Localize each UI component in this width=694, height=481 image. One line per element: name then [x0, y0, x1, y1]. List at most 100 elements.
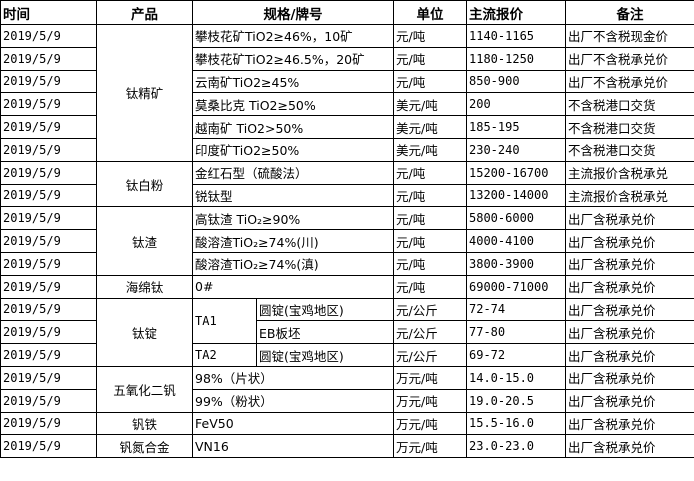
price-cell: 69000-71000	[466, 274, 566, 299]
table-row: 2019/5/9 钒氮合金 VN16 万元/吨 23.0-23.0 出厂含税承兑价	[0, 434, 694, 459]
date-cell: 2019/5/9	[0, 343, 97, 367]
date-cell: 2019/5/9	[0, 24, 97, 48]
unit-cell: 元/吨	[393, 229, 467, 253]
price-cell: 200	[466, 92, 566, 117]
price-cell: 14.0-15.0	[466, 365, 566, 390]
spec-cell: 攀枝花矿TiO2≥46.5%，20矿	[192, 46, 394, 71]
price-cell: 1180-1250	[466, 46, 566, 71]
date-cell: 2019/5/9	[0, 137, 97, 162]
note-cell: 出厂含税承兑价	[565, 388, 694, 413]
spec-cell: VN16	[192, 434, 394, 459]
date-cell: 2019/5/9	[0, 411, 97, 436]
date-cell: 2019/5/9	[0, 206, 97, 231]
spec-cell: EB板坯	[256, 320, 394, 345]
product-cell: 海绵钛	[96, 274, 193, 299]
spec-cell: 攀枝花矿TiO2≥46%，10矿	[192, 24, 394, 48]
note-cell: 出厂含税承兑价	[565, 251, 694, 276]
price-cell: 4000-4100	[466, 229, 566, 253]
unit-cell: 元/吨	[393, 24, 467, 48]
note-cell: 出厂不含税现金价	[565, 24, 694, 48]
table-row: 2019/5/9 钛渣 高钛渣 TiO₂≥90% 元/吨 5800-6000 出厂含税承兑…	[0, 206, 694, 276]
unit-cell: 美元/吨	[393, 92, 467, 117]
unit-cell: 元/公斤	[393, 343, 467, 367]
spec-cell: 酸溶渣TiO₂≥74%(川)	[192, 229, 394, 253]
date-cell: 2019/5/9	[0, 92, 97, 117]
price-cell: 15200-16700	[466, 160, 566, 185]
spec-cell: 锐钛型	[192, 183, 394, 208]
note-cell: 不含税港口交货	[565, 92, 694, 117]
unit-cell: 元/吨	[393, 69, 467, 94]
header-date: 时间	[0, 0, 97, 25]
date-cell: 2019/5/9	[0, 365, 97, 390]
price-cell: 77-80	[466, 320, 566, 345]
date-cell: 2019/5/9	[0, 388, 97, 413]
spec-cell: 99%（粉状）	[192, 388, 394, 413]
date-cell: 2019/5/9	[0, 69, 97, 94]
date-cell: 2019/5/9	[0, 274, 97, 299]
product-cell: 钛精矿	[96, 24, 193, 162]
table-row: 2019/5/9 99%（粉状） 万元/吨 19.0-20.5 出厂含税承兑价	[0, 388, 694, 413]
date-cell: 2019/5/9	[0, 251, 97, 276]
unit-cell: 元/吨	[393, 160, 467, 185]
product-cell: 五氧化二钒	[96, 365, 193, 413]
table-row: 2019/5/9 海绵钛 0# 元/吨 69000-71000 出厂含税承兑价	[0, 274, 694, 299]
note-cell: 出厂含税承兑价	[565, 274, 694, 299]
spec-cell: 98%（片状）	[192, 365, 394, 390]
product-cell: 钒氮合金	[96, 434, 193, 459]
table-row: 2019/5/9 钛锭 TA1 圆锭(宝鸡地区) 元/公斤 72-74 出厂含税承兑价	[0, 297, 694, 367]
note-cell: 出厂含税承兑价	[565, 206, 694, 231]
note-cell: 不含税港口交货	[565, 137, 694, 162]
header-note: 备注	[565, 0, 694, 25]
unit-cell: 元/吨	[393, 206, 467, 231]
spec-cell: 印度矿TiO2≥50%	[192, 137, 394, 162]
product-cell: 钛渣	[96, 206, 193, 276]
unit-cell: 元/吨	[393, 251, 467, 276]
unit-cell: 万元/吨	[393, 388, 467, 413]
price-cell: 185-195	[466, 115, 566, 139]
date-cell: 2019/5/9	[0, 320, 97, 345]
price-cell: 1140-1165	[466, 24, 566, 48]
spec-cell: 越南矿 TiO2>50%	[192, 115, 394, 139]
header-spec: 规格/牌号	[192, 0, 394, 25]
note-cell: 不含税港口交货	[565, 115, 694, 139]
date-cell: 2019/5/9	[0, 297, 97, 322]
note-cell: 出厂不含税承兑价	[565, 69, 694, 94]
header-unit: 单位	[393, 0, 467, 25]
price-cell: 5800-6000	[466, 206, 566, 231]
unit-cell: 元/吨	[393, 183, 467, 208]
note-cell: 出厂含税承兑价	[565, 365, 694, 390]
header-price: 主流报价	[466, 0, 566, 25]
spec-cell: 金红石型（硫酸法）	[192, 160, 394, 185]
note-cell: 出厂含税承兑价	[565, 297, 694, 322]
table-row: 2019/5/9 印度矿TiO2≥50% 美元/吨 230-240 不含税港口交货	[0, 137, 694, 162]
date-cell: 2019/5/9	[0, 229, 97, 253]
note-cell: 出厂含税承兑价	[565, 411, 694, 436]
unit-cell: 元/公斤	[393, 320, 467, 345]
note-cell: 出厂含税承兑价	[565, 320, 694, 345]
unit-cell: 万元/吨	[393, 365, 467, 390]
price-cell: 13200-14000	[466, 183, 566, 208]
grade-cell: TA2	[192, 343, 257, 367]
unit-cell: 元/吨	[393, 46, 467, 71]
unit-cell: 万元/吨	[393, 434, 467, 459]
spec-cell: 酸溶渣TiO₂≥74%(滇)	[192, 251, 394, 276]
price-cell: 850-900	[466, 69, 566, 94]
table-row: 2019/5/9 钛精矿 攀枝花矿TiO2≥46%，10矿 元/吨 1140-1165 出…	[0, 24, 694, 162]
note-cell: 出厂含税承兑价	[565, 343, 694, 367]
price-cell: 19.0-20.5	[466, 388, 566, 413]
price-table: 时间 产品 规格/牌号 单位 主流报价 备注 2019/5/9 钛精矿 攀枝花矿Ti…	[0, 0, 694, 459]
price-cell: 3800-3900	[466, 251, 566, 276]
unit-cell: 万元/吨	[393, 411, 467, 436]
unit-cell: 美元/吨	[393, 115, 467, 139]
header-product: 产品	[96, 0, 193, 25]
spec-cell: 圆锭(宝鸡地区)	[256, 343, 394, 367]
spec-cell: FeV50	[192, 411, 394, 436]
table-row: 2019/5/9 攀枝花矿TiO2≥46.5%，20矿 元/吨 1180-1250 出厂…	[0, 46, 694, 71]
product-cell: 钛锭	[96, 297, 193, 367]
price-cell: 69-72	[466, 343, 566, 367]
note-cell: 出厂不含税承兑价	[565, 46, 694, 71]
note-cell: 主流报价含税承兑	[565, 183, 694, 208]
product-cell: 钒铁	[96, 411, 193, 436]
price-cell: 23.0-23.0	[466, 434, 566, 459]
date-cell: 2019/5/9	[0, 160, 97, 185]
